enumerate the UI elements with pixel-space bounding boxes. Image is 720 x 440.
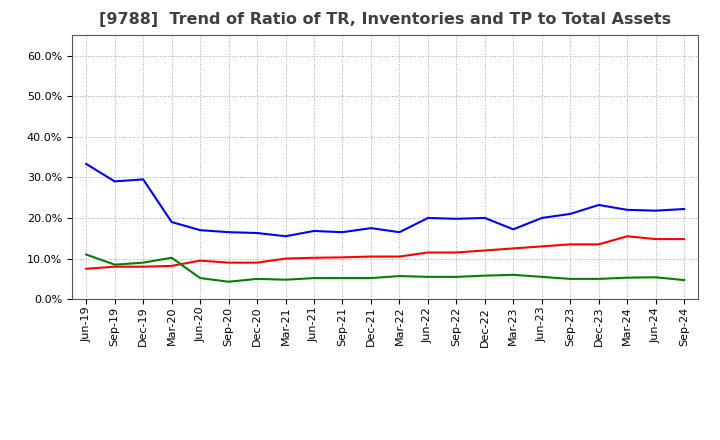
Trade Payables	[623, 275, 631, 280]
Trade Receivables	[566, 242, 575, 247]
Trade Payables	[282, 277, 290, 282]
Inventories	[82, 161, 91, 167]
Inventories	[680, 206, 688, 212]
Inventories	[423, 215, 432, 220]
Trade Payables	[196, 275, 204, 281]
Inventories	[167, 220, 176, 225]
Trade Payables	[680, 278, 688, 283]
Inventories	[196, 227, 204, 233]
Line: Trade Payables: Trade Payables	[86, 254, 684, 282]
Trade Receivables	[537, 244, 546, 249]
Inventories	[537, 215, 546, 220]
Trade Payables	[452, 274, 461, 279]
Trade Payables	[338, 275, 347, 281]
Inventories	[338, 230, 347, 235]
Inventories	[395, 230, 404, 235]
Inventories	[110, 179, 119, 184]
Inventories	[509, 227, 518, 232]
Inventories	[282, 234, 290, 239]
Trade Receivables	[623, 234, 631, 239]
Trade Receivables	[82, 266, 91, 271]
Trade Receivables	[139, 264, 148, 269]
Inventories	[225, 230, 233, 235]
Trade Payables	[395, 273, 404, 279]
Trade Payables	[167, 255, 176, 260]
Inventories	[366, 225, 375, 231]
Title: [9788]  Trend of Ratio of TR, Inventories and TP to Total Assets: [9788] Trend of Ratio of TR, Inventories…	[99, 12, 671, 27]
Trade Payables	[82, 252, 91, 257]
Trade Receivables	[509, 246, 518, 251]
Trade Payables	[366, 275, 375, 281]
Trade Payables	[652, 275, 660, 280]
Trade Receivables	[595, 242, 603, 247]
Line: Inventories: Inventories	[86, 164, 684, 236]
Inventories	[139, 177, 148, 182]
Trade Payables	[225, 279, 233, 284]
Trade Receivables	[480, 248, 489, 253]
Trade Receivables	[680, 236, 688, 242]
Trade Payables	[537, 274, 546, 279]
Inventories	[310, 228, 318, 234]
Trade Receivables	[310, 255, 318, 260]
Trade Receivables	[395, 254, 404, 259]
Trade Payables	[253, 276, 261, 282]
Inventories	[452, 216, 461, 221]
Inventories	[480, 215, 489, 220]
Trade Receivables	[110, 264, 119, 269]
Trade Payables	[595, 276, 603, 282]
Trade Payables	[310, 275, 318, 281]
Trade Payables	[423, 274, 432, 279]
Inventories	[595, 202, 603, 208]
Trade Receivables	[282, 256, 290, 261]
Inventories	[566, 211, 575, 216]
Line: Trade Receivables: Trade Receivables	[86, 236, 684, 269]
Trade Receivables	[423, 250, 432, 255]
Trade Receivables	[253, 260, 261, 265]
Trade Payables	[566, 276, 575, 282]
Inventories	[253, 231, 261, 236]
Trade Receivables	[338, 255, 347, 260]
Trade Payables	[139, 260, 148, 265]
Trade Receivables	[167, 263, 176, 268]
Trade Payables	[509, 272, 518, 278]
Trade Receivables	[652, 236, 660, 242]
Trade Receivables	[196, 258, 204, 263]
Trade Payables	[110, 262, 119, 268]
Trade Receivables	[366, 254, 375, 259]
Inventories	[623, 207, 631, 213]
Trade Payables	[480, 273, 489, 278]
Inventories	[652, 208, 660, 213]
Trade Receivables	[452, 250, 461, 255]
Trade Receivables	[225, 260, 233, 265]
